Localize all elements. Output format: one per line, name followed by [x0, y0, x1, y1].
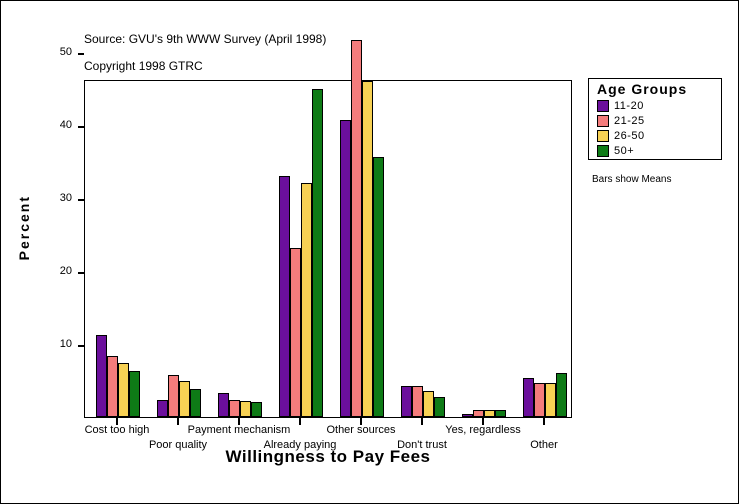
bar-group: [340, 40, 384, 417]
bar: [423, 391, 434, 417]
bar-group: [401, 81, 445, 417]
y-tick-label: 40: [59, 119, 72, 131]
bar: [301, 183, 312, 417]
bar: [168, 375, 179, 417]
plot-area: [84, 40, 572, 418]
bar: [462, 414, 473, 417]
bar-group: [157, 81, 201, 417]
y-tick-mark: [78, 199, 84, 201]
x-axis-title: Willingness to Pay Fees: [225, 447, 431, 466]
bar-group: [218, 81, 262, 417]
y-tick-mark: [78, 272, 84, 274]
y-tick-label: 20: [59, 265, 72, 277]
bar: [484, 409, 495, 417]
bar: [251, 402, 262, 417]
bar-group: [279, 81, 323, 417]
legend-note: Bars show Means: [592, 174, 672, 185]
bar: [351, 40, 362, 417]
y-tick-label: 10: [59, 338, 72, 350]
bar: [523, 377, 534, 417]
bar: [434, 396, 445, 417]
bar-group: [462, 81, 506, 417]
bar: [556, 373, 567, 417]
legend-title: Age Groups: [597, 81, 688, 97]
legend-swatch: [597, 145, 609, 157]
bar: [362, 81, 373, 417]
bar: [218, 392, 229, 417]
bar: [190, 389, 201, 417]
x-tick-mark: [421, 418, 423, 425]
y-tick-mark: [78, 126, 84, 128]
bar: [373, 157, 384, 417]
bar: [534, 383, 545, 417]
legend-swatch: [597, 115, 609, 127]
bar: [545, 383, 556, 417]
bar: [240, 400, 251, 417]
legend-item: 26-50: [597, 129, 715, 143]
x-tick-mark: [238, 418, 240, 425]
x-category-label: Yes, regardless: [445, 424, 521, 436]
legend: Age Groups 11-20 21-25 26-50 50+: [588, 78, 722, 160]
legend-item: 11-20: [597, 99, 715, 113]
bar: [290, 248, 301, 417]
bar: [229, 400, 240, 417]
bar: [96, 334, 107, 417]
copyright-annotation: Copyright 1998 GTRC: [84, 59, 203, 73]
legend-item-label: 50+: [614, 145, 635, 157]
bar-group: [96, 81, 140, 417]
bar: [157, 400, 168, 417]
x-category-label: Cost too high: [84, 424, 150, 436]
x-category-label: Payment mechanism: [187, 424, 291, 436]
legend-item-label: 26-50: [614, 130, 645, 142]
y-tick-label: 30: [59, 192, 72, 204]
x-category-label: Don't trust: [397, 439, 447, 451]
bar: [279, 176, 290, 417]
x-tick-mark: [482, 418, 484, 425]
legend-swatch: [597, 100, 609, 112]
bar: [312, 88, 323, 417]
bar: [129, 371, 140, 417]
y-tick-label: 50: [59, 46, 72, 58]
bar: [473, 409, 484, 417]
bar: [495, 409, 506, 417]
bar: [340, 119, 351, 417]
legend-item-label: 21-25: [614, 115, 645, 127]
bars-layer: [85, 40, 571, 417]
x-tick-mark: [116, 418, 118, 425]
bar: [412, 385, 423, 417]
y-tick-mark: [78, 345, 84, 347]
x-tick-mark: [360, 418, 362, 425]
x-category-label: Already paying: [263, 439, 337, 451]
x-tick-mark: [543, 418, 545, 425]
x-tick-mark: [299, 418, 301, 425]
bar: [401, 386, 412, 417]
legend-entries: 11-20 21-25 26-50 50+: [597, 99, 715, 158]
bar: [118, 362, 129, 417]
legend-swatch: [597, 130, 609, 142]
x-category-label: Other sources: [326, 424, 396, 436]
legend-item-label: 11-20: [614, 100, 644, 112]
bar-group: [523, 81, 567, 417]
legend-item: 21-25: [597, 114, 715, 128]
bar: [179, 380, 190, 417]
x-category-label: Other: [530, 439, 558, 451]
legend-item: 50+: [597, 144, 715, 158]
y-axis-title: Percent: [16, 195, 32, 261]
x-tick-mark: [177, 418, 179, 425]
bar: [107, 355, 118, 417]
y-tick-mark: [78, 53, 84, 55]
source-annotation: Source: GVU's 9th WWW Survey (April 1998…: [84, 32, 327, 46]
x-category-label: Poor quality: [148, 439, 208, 451]
